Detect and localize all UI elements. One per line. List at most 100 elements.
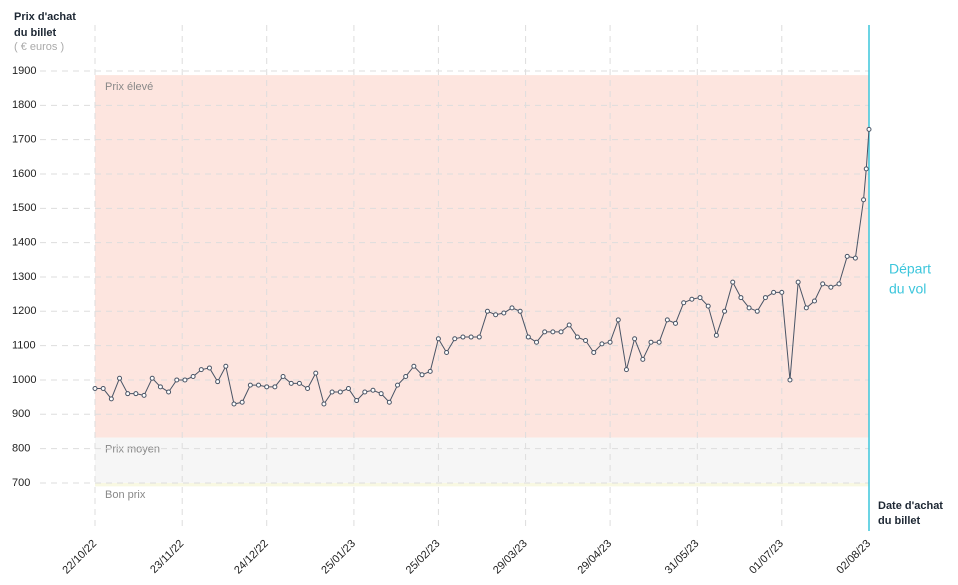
x-tick-label: 23/11/22 [148, 538, 186, 576]
x-tick-label: 29/04/23 [575, 538, 614, 577]
y-tick-label: 900 [12, 408, 30, 420]
price-point [828, 284, 834, 290]
price-point [836, 281, 842, 287]
band-label: Prix moyen [105, 444, 160, 456]
price-point [386, 399, 392, 405]
price-point [501, 310, 507, 316]
band-label: Prix élevé [105, 81, 153, 93]
bands: Prix élevé Prix moyen Bon prix [95, 75, 869, 501]
y-tick-label: 1900 [12, 65, 36, 77]
x-tick-label: 25/01/23 [319, 538, 358, 577]
price-point [542, 329, 548, 335]
y-tick-label: 1700 [12, 134, 36, 146]
price-point [713, 332, 719, 338]
price-point [468, 334, 474, 340]
price-point [681, 300, 687, 306]
price-point [664, 317, 670, 323]
price-point [697, 295, 703, 301]
price-point [861, 197, 867, 203]
price-point [362, 389, 368, 395]
price-point [395, 382, 401, 388]
price-point [673, 320, 678, 326]
y-tick-label: 1500 [12, 202, 36, 214]
price-point [615, 317, 621, 323]
y-tick-label: 700 [12, 477, 30, 489]
price-point [321, 401, 327, 407]
departure-label: Départ [889, 261, 931, 277]
price-point [566, 322, 572, 328]
price-point [296, 380, 302, 386]
price-point [574, 334, 580, 340]
x-tick-label: 24/12/22 [232, 538, 271, 577]
price-point [534, 339, 540, 345]
price-point [656, 339, 662, 345]
x-tick-label: 29/03/23 [491, 538, 530, 577]
band-label: Bon prix [105, 489, 146, 501]
y-unit: ( € euros ) [14, 41, 64, 53]
price-point [705, 303, 711, 309]
price-point [329, 389, 335, 395]
x-title: du billet [878, 515, 921, 527]
x-tick-label: 22/10/22 [60, 538, 99, 577]
price-point [820, 281, 826, 287]
price-point [452, 336, 458, 342]
price-point [795, 279, 801, 285]
price-point [525, 334, 531, 340]
price-point [623, 367, 629, 373]
y-tick-label: 800 [12, 443, 30, 455]
price-point [435, 336, 441, 342]
price-point [378, 391, 384, 397]
price-point [100, 386, 106, 392]
price-point [811, 298, 817, 304]
x-tick-label: 01/07/23 [747, 538, 786, 577]
x-tick-label: 31/05/23 [663, 538, 702, 577]
price-point [337, 389, 343, 395]
price-point [648, 339, 654, 345]
price-point [599, 341, 605, 347]
price-point [117, 375, 123, 381]
price-point [779, 289, 785, 295]
y-title: du billet [14, 27, 57, 39]
price-point [427, 368, 433, 374]
y-tick-label: 1600 [12, 168, 36, 180]
price-point [583, 337, 589, 343]
price-point [476, 334, 482, 340]
departure-label: du vol [889, 281, 926, 297]
x-title: Date d'achat [878, 500, 943, 512]
y-tick-label: 1000 [12, 374, 36, 386]
price-point [182, 377, 188, 383]
y-tick-label: 1800 [12, 99, 36, 111]
price-point [166, 389, 172, 395]
price-point [157, 384, 163, 390]
price-point [256, 382, 262, 388]
price-point [607, 339, 613, 345]
price-point [444, 349, 450, 355]
price-point [419, 372, 425, 378]
price-point [403, 374, 409, 380]
price-point [738, 295, 744, 301]
price-point [460, 334, 466, 340]
price-point [215, 379, 221, 385]
price-point [239, 399, 245, 405]
price-point [493, 312, 499, 318]
price-point [787, 377, 793, 383]
price-point [174, 377, 180, 383]
price-point [509, 305, 515, 311]
price-point [141, 392, 147, 398]
price-point [133, 391, 139, 397]
price-point [108, 396, 114, 402]
price-point [264, 384, 270, 390]
price-point [722, 308, 728, 314]
price-point [844, 253, 850, 259]
price-point [370, 387, 376, 393]
price-point [345, 386, 351, 392]
price-point [198, 367, 204, 373]
price-point [754, 308, 760, 314]
price-point [558, 329, 564, 335]
price-point [550, 329, 556, 335]
price-point [280, 374, 286, 380]
price-point [640, 356, 646, 362]
y-title: Prix d'achat [14, 11, 76, 23]
price-point [149, 375, 155, 381]
